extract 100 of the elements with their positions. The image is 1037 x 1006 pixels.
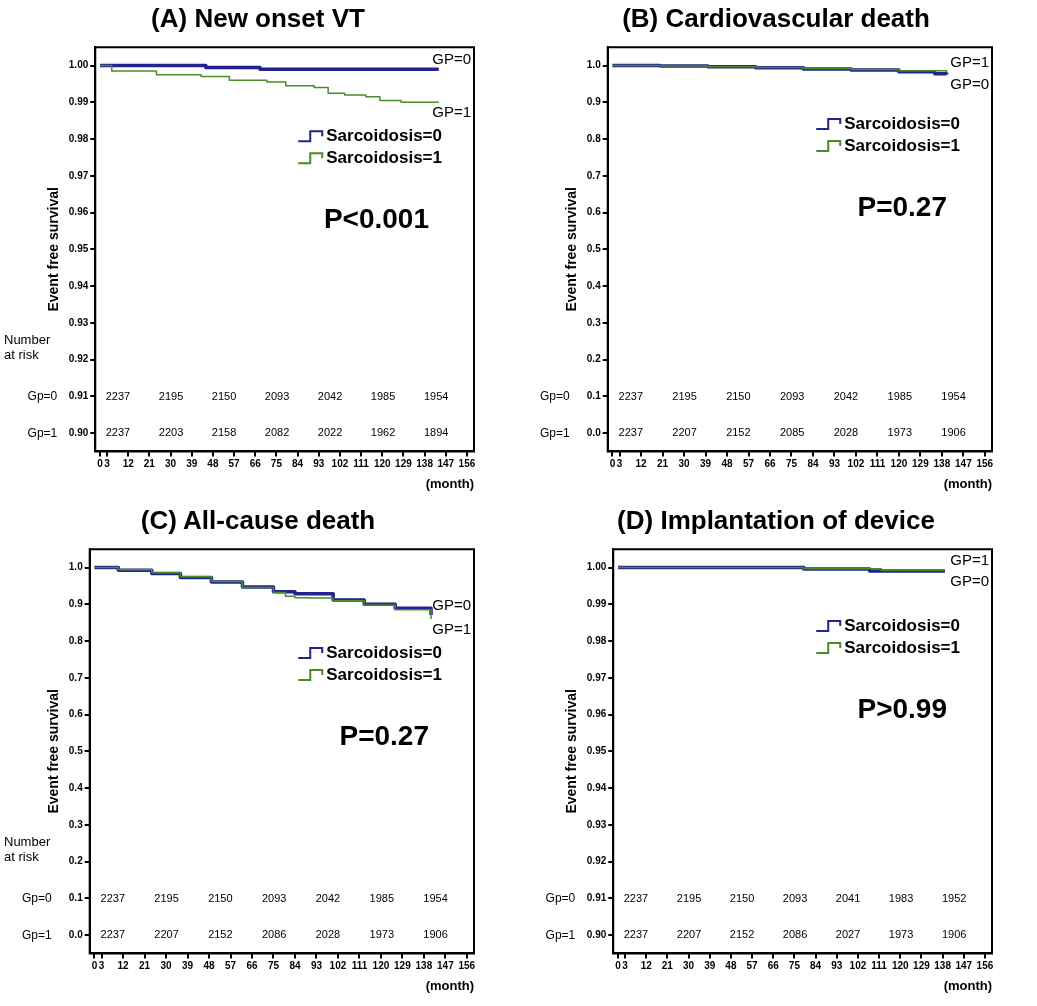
x-tick-label: 48	[203, 960, 216, 972]
x-tick-label: 39	[704, 960, 716, 972]
x-tick-label: 120	[891, 960, 910, 972]
annotation: 2150	[211, 389, 237, 402]
x-tick-label: 57	[224, 960, 237, 972]
y-axis-title: Event free survival	[45, 689, 62, 814]
annotation: 2093	[264, 389, 290, 402]
text: Gp=0	[540, 389, 571, 404]
x-tick-label: 111	[871, 960, 888, 972]
x-tick-label: 12	[635, 458, 648, 470]
x-tick-label: 147	[437, 458, 455, 470]
legend-label: Sarcoidosis=1	[844, 637, 961, 657]
annotation: 2150	[729, 891, 755, 904]
y-tick-label: 0.91	[68, 390, 89, 402]
annotation: GP=0	[950, 75, 989, 93]
chart-title: (B) Cardiovascular death	[622, 2, 930, 33]
annotation: 2237	[618, 426, 643, 439]
x-tick-label: 12	[122, 458, 135, 470]
x-tick-label: 147	[955, 458, 973, 470]
annotation: 2237	[105, 426, 131, 439]
y-tick-label: 1.0	[68, 561, 84, 573]
x-tick-label: 39	[700, 458, 712, 470]
annotation: GP=1	[432, 619, 471, 637]
x-tick-label: 21	[143, 458, 156, 470]
x-tick-label: 39	[182, 960, 194, 972]
annotation: 2158	[211, 426, 237, 439]
y-tick-label: 0.6	[68, 708, 84, 720]
x-tick-label: 129	[394, 960, 412, 972]
text: Gp=1	[27, 425, 58, 440]
x-tick-label: 39	[186, 458, 198, 470]
x-tick-label: 3	[98, 960, 105, 972]
annotation: 2207	[676, 928, 702, 941]
x-tick-label: 57	[742, 458, 755, 470]
text: Gp=0	[27, 389, 58, 404]
annotation: GP=1	[432, 102, 471, 120]
annotation: 2152	[729, 928, 755, 941]
annotation: 1894	[423, 426, 449, 439]
x-tick-label: 30	[682, 960, 695, 972]
annotation: 2082	[264, 426, 290, 439]
chart-title: (D) Implantation of device	[617, 504, 935, 535]
x-tick-label: 66	[249, 458, 262, 470]
y-tick-label: 0.94	[68, 279, 89, 291]
x-tick-label: 129	[912, 458, 930, 470]
annotation: 1973	[887, 426, 913, 439]
annotation: 2237	[618, 389, 643, 402]
x-tick-label: 84	[289, 960, 301, 972]
x-tick-label: 57	[228, 458, 241, 470]
legend-label: Sarcoidosis=1	[326, 148, 443, 168]
y-tick-label: 0.99	[586, 598, 607, 610]
y-tick-label: 1.00	[586, 561, 607, 573]
y-tick-label: 0.3	[586, 316, 602, 328]
x-tick-label: 84	[810, 960, 822, 972]
annotation: 1906	[423, 928, 448, 941]
y-tick-label: 1.0	[586, 59, 602, 71]
y-tick-label: 0.6	[586, 206, 602, 218]
annotation: 1954	[423, 891, 448, 904]
text: Gp=0	[545, 891, 576, 906]
annotation: GP=0	[432, 595, 471, 613]
x-tick-label: 102	[847, 458, 865, 470]
legend-label: Sarcoidosis=0	[326, 642, 443, 662]
x-tick-label: 84	[292, 458, 304, 470]
x-tick-label: 120	[373, 458, 392, 470]
x-tick-label: 12	[640, 960, 653, 972]
y-tick-label: 1.00	[68, 59, 89, 71]
annotation: 1985	[887, 389, 913, 402]
y-tick-label: 0.98	[68, 132, 89, 144]
x-tick-label: 57	[746, 960, 759, 972]
annotation: 2207	[154, 928, 179, 941]
y-tick-label: 0.93	[68, 316, 89, 328]
x-tick-label: 0	[609, 458, 616, 470]
annotation: 2237	[623, 928, 649, 941]
y-tick-label: 0.91	[586, 892, 607, 904]
x-tick-label: 75	[788, 960, 801, 972]
x-tick-label: 75	[267, 960, 280, 972]
annotation: 2203	[158, 426, 184, 439]
x-tick-label: 21	[139, 960, 151, 972]
y-tick-label: 0.3	[68, 818, 84, 830]
annotation: 1906	[941, 426, 966, 439]
x-tick-label: 21	[657, 458, 669, 470]
x-tick-label: 111	[351, 960, 368, 972]
annotation: 2237	[100, 928, 125, 941]
annotation: GP=1	[950, 550, 989, 568]
y-tick-label: 0.9	[68, 598, 84, 610]
annotation: 1973	[369, 928, 395, 941]
y-tick-label: 0.98	[586, 634, 607, 646]
y-axis-title: Event free survival	[563, 689, 580, 814]
y-tick-label: 0.93	[586, 818, 607, 830]
annotation: 2042	[315, 891, 341, 904]
text: Number at risk	[4, 834, 51, 865]
annotation: P<0.001	[323, 203, 429, 235]
annotation: 2086	[782, 928, 808, 941]
y-tick-label: 0.0	[68, 928, 84, 940]
x-tick-label: 3	[616, 458, 623, 470]
legend-label: Sarcoidosis=0	[844, 615, 961, 635]
y-tick-label: 0.8	[586, 132, 602, 144]
annotation: 1985	[370, 389, 396, 402]
y-tick-label: 0.99	[68, 96, 89, 108]
annotation: P=0.27	[857, 190, 947, 222]
x-tick-label: 84	[807, 458, 819, 470]
y-tick-label: 0.0	[586, 426, 602, 438]
